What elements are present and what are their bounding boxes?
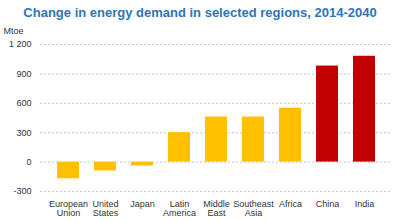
- svg-text:SoutheastAsia: SoutheastAsia: [233, 199, 274, 218]
- svg-text:300: 300: [16, 128, 31, 138]
- svg-text:900: 900: [16, 69, 31, 79]
- svg-text:MiddleEast: MiddleEast: [203, 199, 230, 218]
- html-text:Change in energy demand in sel: Change in energy demand in selected regi…: [23, 5, 377, 20]
- svg-text:India: India: [355, 199, 375, 209]
- svg-text:Mtoe: Mtoe: [4, 26, 24, 36]
- svg-text:600: 600: [16, 98, 31, 108]
- svg-text:Africa: Africa: [279, 199, 302, 209]
- svg-text:EuropeanUnion: EuropeanUnion: [49, 199, 88, 218]
- svg-text:0: 0: [26, 157, 31, 167]
- svg-text:Japan: Japan: [130, 199, 155, 209]
- svg-text:1 200: 1 200: [9, 39, 32, 49]
- svg-text:China: China: [316, 199, 340, 209]
- svg-text:-300: -300: [13, 186, 31, 196]
- svg-text:UnitedStates: UnitedStates: [92, 199, 118, 218]
- svg-text:LatinAmerica: LatinAmerica: [163, 199, 196, 218]
